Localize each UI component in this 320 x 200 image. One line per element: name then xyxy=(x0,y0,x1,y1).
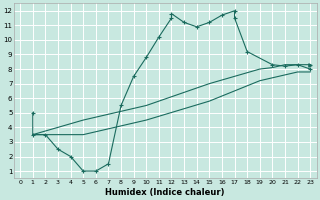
X-axis label: Humidex (Indice chaleur): Humidex (Indice chaleur) xyxy=(106,188,225,197)
